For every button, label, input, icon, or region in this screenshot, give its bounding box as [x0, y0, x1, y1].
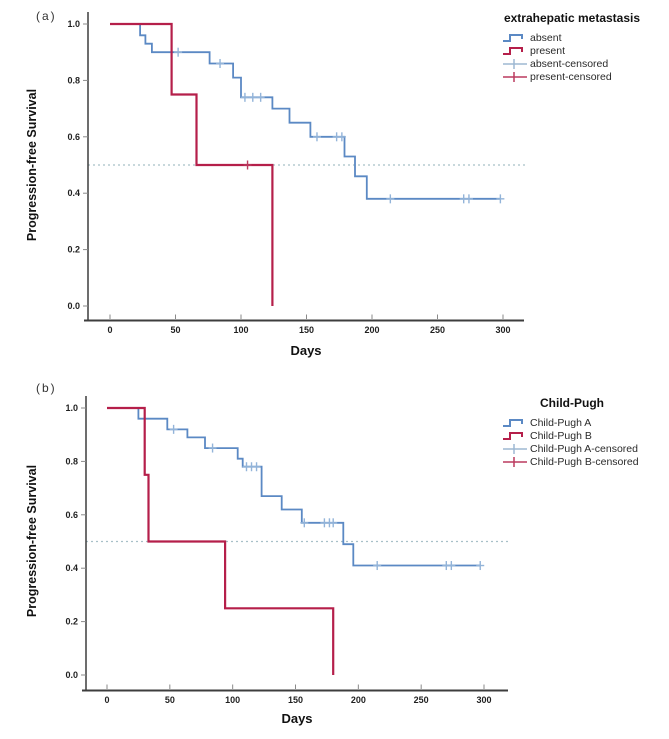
panel-b-chart: 0.0 0.2 0.4 0.6 0.8 1.0 0 50 100 150 200 250 300	[65, 396, 510, 705]
y-tick-label: 0.6	[65, 510, 78, 520]
panel-a-x-axis-title: Days	[290, 343, 322, 358]
censor-mark	[169, 424, 178, 434]
y-tick-label: 0.0	[65, 670, 78, 680]
legend-item-label: present-censored	[530, 70, 612, 83]
censor-mark	[337, 132, 346, 142]
legend-item: present-censored	[502, 70, 662, 83]
panel-b-label: (b)	[36, 381, 57, 395]
panel-a-legend-title: extrahepatic metastasis	[503, 11, 641, 25]
survival-curve	[110, 23, 501, 200]
legend-item-label: absent	[530, 31, 562, 44]
censor-mark	[464, 194, 473, 204]
panel-b-legend: Child-Pugh Child-Pugh A Child-Pugh B Child…	[482, 396, 662, 468]
x-tick-label: 100	[225, 695, 240, 705]
censor-mark	[373, 561, 382, 571]
step-sample	[503, 33, 523, 42]
censor-mark	[447, 561, 456, 571]
censor-mark	[216, 58, 225, 68]
x-tick-label: 250	[414, 695, 429, 705]
series-absent	[110, 23, 505, 204]
step-line-icon	[503, 431, 523, 440]
legend-item-label: absent-censored	[530, 57, 609, 70]
censor-mark	[312, 132, 321, 142]
x-tick-label: 200	[351, 695, 366, 705]
legend-item: Child-Pugh B-censored	[502, 455, 662, 468]
y-tick-label: 0.2	[65, 617, 78, 627]
legend-item: Child-Pugh A	[502, 416, 662, 429]
series-present	[110, 22, 274, 306]
legend-item-label: present	[530, 44, 566, 57]
plus-censor-icon	[503, 456, 527, 467]
legend-item: Child-Pugh A-censored	[502, 442, 662, 455]
y-tick-label: 0.6	[67, 132, 80, 142]
censor-mark	[208, 443, 217, 453]
censor-mark	[243, 160, 252, 170]
step-sample	[503, 46, 523, 55]
x-tick-label: 200	[364, 325, 379, 335]
legend-item: absent-censored	[502, 57, 662, 70]
y-tick-label: 0.2	[67, 245, 80, 255]
panel-a-label: (a)	[36, 9, 57, 23]
series-child-pugh-b	[107, 406, 335, 675]
step-sample	[503, 418, 523, 427]
legend-item-label: Child-Pugh A	[530, 416, 592, 429]
x-tick-label: 150	[288, 695, 303, 705]
step-line-icon	[503, 418, 523, 427]
censor-mark	[386, 194, 395, 204]
y-tick-label: 0.4	[65, 563, 78, 573]
panel-a-legend-items: absent present absent-censored present-cens…	[482, 31, 662, 83]
y-tick-label: 0.8	[67, 75, 80, 85]
step-line-icon	[503, 46, 523, 55]
censor-mark	[476, 561, 485, 571]
x-tick-label: 50	[165, 695, 175, 705]
censor-mark	[252, 462, 261, 472]
censor-mark	[240, 92, 249, 102]
y-tick-label: 0.8	[65, 456, 78, 466]
x-tick-label: 100	[233, 325, 248, 335]
x-tick-label: 50	[170, 325, 180, 335]
plus-censor-icon	[503, 443, 527, 454]
panel-a: 0.0 0.2 0.4 0.6 0.8 1.0 0 50 100 150 200 250 300 (a)…	[25, 9, 662, 358]
y-tick-label: 0.0	[67, 301, 80, 311]
censor-mark	[248, 92, 257, 102]
panel-b-x-axis-title: Days	[281, 711, 313, 726]
legend-item-label: Child-Pugh B-censored	[530, 455, 639, 468]
legend-item-label: Child-Pugh A-censored	[530, 442, 638, 455]
panel-a-y-axis-title: Progression-free Survival	[25, 88, 39, 242]
plus-censor-icon	[503, 71, 527, 82]
panel-b-legend-title: Child-Pugh	[540, 396, 604, 410]
survival-curve	[107, 407, 481, 567]
x-tick-label: 0	[104, 695, 109, 705]
x-tick-label: 150	[299, 325, 314, 335]
panel-a-chart: 0.0 0.2 0.4 0.6 0.8 1.0 0 50 100 150 200 250 300	[67, 12, 527, 335]
legend-item: Child-Pugh B	[502, 429, 662, 442]
survival-curve	[107, 406, 335, 675]
x-tick-label: 0	[107, 325, 112, 335]
legend-item: present	[502, 44, 662, 57]
panel-a-legend: extrahepatic metastasis absent present abs…	[482, 11, 662, 83]
panel-b-y-axis-title: Progression-free Survival	[25, 464, 39, 618]
plus-censor-icon	[503, 58, 527, 69]
y-tick-label: 0.4	[67, 188, 80, 198]
y-tick-label: 1.0	[65, 403, 78, 413]
survival-curve	[110, 22, 274, 306]
censor-mark	[256, 92, 265, 102]
legend-item: absent	[502, 31, 662, 44]
x-tick-label: 250	[430, 325, 445, 335]
step-sample	[503, 431, 523, 440]
x-tick-label: 300	[495, 325, 510, 335]
censor-mark	[329, 518, 338, 528]
censor-mark	[300, 518, 309, 528]
step-line-icon	[503, 33, 523, 42]
legend-item-label: Child-Pugh B	[530, 429, 592, 442]
censor-mark	[496, 194, 505, 204]
panel-b-legend-items: Child-Pugh A Child-Pugh B Child-Pugh A-cen…	[482, 416, 662, 468]
x-tick-label: 300	[476, 695, 491, 705]
series-child-pugh-a	[107, 407, 485, 571]
panel-b: 0.0 0.2 0.4 0.6 0.8 1.0 0 50 100 150 200 250 300 (b)…	[0, 372, 669, 739]
y-tick-label: 1.0	[67, 19, 80, 29]
censor-mark	[174, 47, 183, 57]
